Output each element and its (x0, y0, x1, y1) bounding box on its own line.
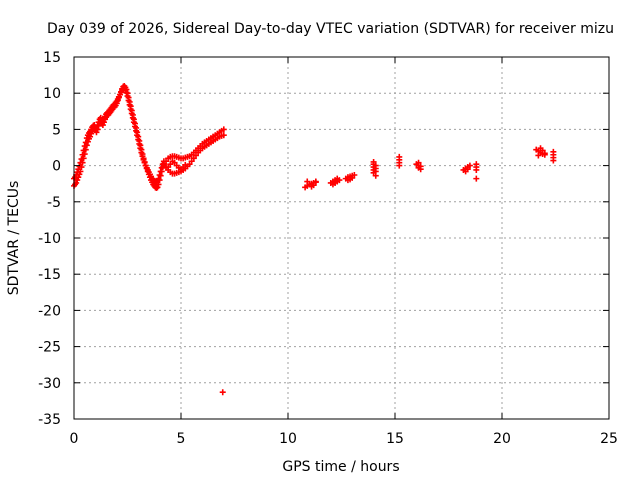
data-point (94, 122, 101, 129)
data-point (99, 119, 106, 126)
y-tick-label: 5 (52, 122, 61, 138)
data-point (83, 135, 90, 142)
data-point (310, 182, 317, 189)
data-point (370, 158, 377, 165)
data-point (417, 166, 424, 173)
data-point (135, 136, 142, 143)
data-points (71, 82, 557, 396)
y-tick-label: 10 (43, 86, 61, 102)
data-point (219, 389, 226, 396)
data-point (136, 140, 143, 147)
data-point (464, 166, 471, 173)
data-point (122, 86, 129, 93)
data-point (79, 151, 86, 158)
x-tick-label: 20 (493, 431, 511, 447)
data-point (126, 101, 133, 108)
y-tick-label: -25 (38, 340, 61, 356)
data-point (76, 163, 83, 170)
data-point (123, 89, 130, 96)
chart-title: Day 039 of 2026, Sidereal Day-to-day VTE… (47, 21, 614, 37)
data-point (466, 162, 473, 169)
y-tick-label: -15 (38, 267, 61, 283)
data-point (127, 106, 134, 113)
data-point (77, 159, 84, 166)
data-point (473, 175, 480, 182)
data-point (131, 123, 138, 130)
x-tick-label: 0 (70, 431, 79, 447)
data-point (182, 161, 189, 168)
data-point (156, 172, 163, 179)
y-tick-label: 15 (43, 50, 61, 66)
data-point (372, 172, 379, 179)
y-tick-label: -5 (47, 195, 61, 211)
data-point (78, 156, 85, 163)
data-point (80, 147, 87, 154)
data-point (157, 168, 164, 175)
data-point (130, 119, 137, 126)
y-tick-label: -35 (38, 412, 61, 428)
data-point (220, 126, 227, 133)
data-point (349, 174, 356, 181)
y-tick-label: -20 (38, 303, 61, 319)
data-point (220, 132, 227, 139)
x-axis-label: GPS time / hours (282, 459, 399, 475)
y-tick-label: -30 (38, 376, 61, 392)
data-point (535, 152, 542, 159)
data-point (134, 132, 141, 139)
data-point (312, 178, 319, 185)
data-point (550, 157, 557, 164)
grid-lines (74, 57, 609, 419)
data-point (140, 156, 147, 163)
y-tick-label: -10 (38, 231, 61, 247)
data-point (155, 175, 162, 182)
data-point (336, 177, 343, 184)
data-point (139, 153, 146, 160)
data-point (541, 150, 548, 157)
data-point (82, 139, 89, 146)
data-point (141, 159, 148, 166)
data-point (128, 110, 135, 117)
data-point (129, 114, 136, 121)
axis-ticks: 0 5 10 15 20 25 -35 -30 -25 -20 -15 -10 -5 0 5 10 15 (38, 50, 618, 447)
data-point (93, 126, 100, 133)
data-point (133, 127, 140, 134)
data-point (137, 145, 144, 152)
data-point (124, 93, 131, 100)
data-point (415, 159, 422, 166)
data-point (75, 166, 82, 173)
data-point (125, 97, 132, 104)
y-tick-label: 0 (52, 159, 61, 175)
x-tick-label: 25 (600, 431, 618, 447)
x-tick-label: 5 (177, 431, 186, 447)
data-point (473, 166, 480, 173)
data-point (396, 162, 403, 169)
x-tick-label: 15 (386, 431, 404, 447)
data-point (81, 143, 88, 150)
data-point (154, 184, 161, 191)
data-point (100, 116, 107, 123)
data-point (97, 114, 104, 121)
data-point (74, 169, 81, 176)
data-point (138, 149, 145, 156)
y-axis-label: SDTVAR / TECUs (6, 181, 22, 296)
x-tick-label: 10 (279, 431, 297, 447)
